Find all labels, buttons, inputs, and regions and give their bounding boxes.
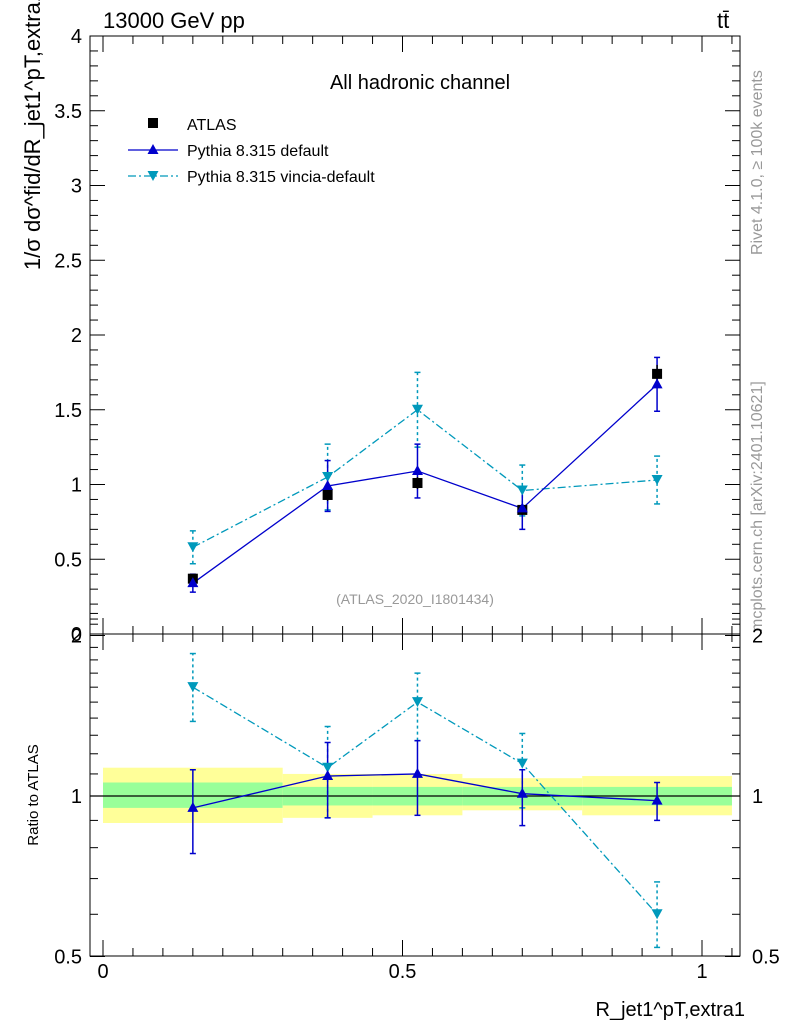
ratio-y-tick-label-right: 0.5	[752, 947, 780, 969]
ratio-vincia-point	[516, 758, 528, 769]
default-point	[651, 378, 663, 389]
vincia-point	[651, 475, 663, 486]
atlas-point	[652, 368, 663, 379]
y-tick-label: 1	[71, 475, 82, 497]
default-point	[322, 479, 334, 490]
ratio-default-point	[322, 770, 334, 781]
legend: ATLAS Pythia 8.315 default Pythia 8.315 …	[128, 117, 375, 186]
ratio-y-tick-label: 1	[71, 786, 82, 808]
ratio-vincia-point	[411, 697, 423, 708]
x-tick-label: 1	[696, 961, 707, 983]
ratio-default-point	[411, 767, 423, 778]
mcplots-label: mcplots.cern.ch [arXiv:2401.10621]	[749, 381, 766, 632]
ratio-vincia-point	[322, 762, 334, 773]
plot-title: All hadronic channel	[330, 72, 510, 94]
ratio-vincia-point	[187, 682, 199, 693]
y-tick-label: 0	[71, 624, 82, 646]
vincia-point	[516, 485, 528, 496]
y-tick-label: 2	[71, 325, 82, 347]
legend-item-atlas: ATLAS	[148, 117, 237, 134]
vincia-point	[322, 472, 334, 483]
ratio-plot-panel: 0.5 0.51 12 20 0.5 1 Ratio to ATLAS R_jet1^pT…	[25, 612, 780, 1021]
y-tick-label: 1.5	[54, 400, 82, 422]
ratio-default-point	[651, 794, 663, 805]
x-tick-label: 0	[97, 961, 108, 983]
y-axis-title: 1/σ dσ^fid/dR_jet1^pT,extra1	[20, 0, 45, 270]
default-line	[192, 383, 658, 584]
ratio-plot-frame	[89, 633, 741, 957]
y-tick-label: 3.5	[54, 101, 82, 123]
y-axis-title-text: 1/σ dσ^fid/dR_jet1^pT,extra1	[20, 0, 45, 270]
analysis-label: (ATLAS_2020_I1801434)	[336, 591, 494, 607]
x-axis-title: R_jet1^pT,extra1	[596, 999, 745, 1021]
atlas-point	[322, 489, 333, 500]
legend-label-vincia: Pythia 8.315 vincia-default	[187, 169, 375, 186]
energy-label: 13000 GeV pp	[103, 8, 245, 33]
vincia-point	[187, 542, 199, 553]
main-plot-panel: 0 0.5 1 1.5 2 2.5 3 3.5 4 All hadronic channel (…	[20, 0, 741, 646]
legend-label-default: Pythia 8.315 default	[187, 143, 329, 160]
y-tick-label: 3	[71, 176, 82, 198]
legend-label-atlas: ATLAS	[187, 117, 237, 134]
ratio-y-label: Ratio to ATLAS	[25, 744, 42, 845]
legend-marker-default	[147, 144, 159, 154]
y-tick-label: 0.5	[54, 549, 82, 571]
default-point	[516, 502, 528, 513]
ratio-default-point	[516, 787, 528, 798]
vincia-point	[411, 404, 423, 415]
x-tick-label: 0.5	[389, 961, 417, 983]
ratio-vincia-point	[651, 909, 663, 920]
legend-item-default: Pythia 8.315 default	[128, 143, 329, 160]
ratio-default-point	[187, 801, 199, 812]
vincia-line	[192, 408, 658, 548]
rivet-label: Rivet 4.1.0, ≥ 100k events	[749, 70, 766, 255]
y-tick-label: 4	[71, 26, 82, 48]
default-point	[411, 465, 423, 476]
legend-marker-atlas	[148, 118, 158, 128]
process-label: tt̄	[717, 8, 729, 33]
legend-marker-vincia	[147, 171, 159, 181]
ratio-y-tick-label: 0.5	[54, 947, 82, 969]
y-tick-label: 2.5	[54, 250, 82, 272]
ratio-y-tick-label-right: 2	[752, 626, 763, 648]
x-axis-title-text: R_jet1^pT,extra1	[596, 999, 745, 1021]
ratio-y-tick-label: 2	[71, 626, 82, 648]
ratio-y-tick-label-right: 1	[752, 786, 763, 808]
legend-item-vincia: Pythia 8.315 vincia-default	[128, 169, 375, 186]
default-point	[187, 577, 199, 588]
atlas-point	[412, 478, 423, 489]
